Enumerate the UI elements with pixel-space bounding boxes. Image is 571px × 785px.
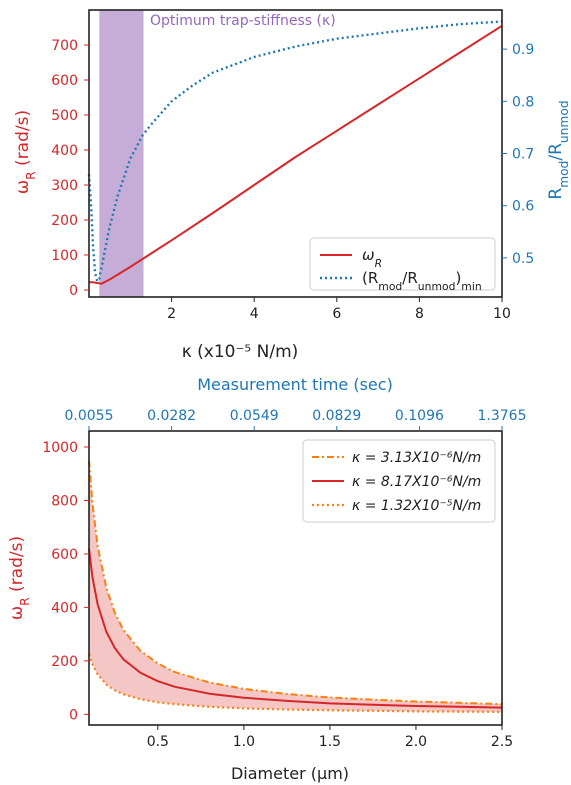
left-y-tick-label: 0 <box>69 283 78 299</box>
left-y-tick-label: 200 <box>51 213 78 229</box>
right-y-tick-label: 0.9 <box>512 42 534 58</box>
right-y-axis-label: Rmod/Runmod <box>546 100 571 199</box>
legend-label-k1: κ = 3.13X10⁻⁶N/m <box>352 450 481 466</box>
series-line-k3 <box>87 653 503 713</box>
left-y-tick-label: 100 <box>51 248 78 264</box>
y-axis-label: ωR (rad/s) <box>7 536 32 620</box>
legend-label-omega: ωR <box>362 246 382 270</box>
x-tick-label: 8 <box>415 306 424 322</box>
x-axis-label: κ (x10⁻⁵ N/m) <box>182 342 299 362</box>
bottom-chart-ticks: 0.5 1.0 1.5 2.0 2.5 0 200 400 600 800 1000 0.0055 0.… <box>42 408 526 750</box>
legend-label-ratio: (Rmod/Runmod)min <box>362 269 482 293</box>
left-y-axis-label: ωR (rad/s) <box>13 110 38 194</box>
x-tick-label: 0.5 <box>147 734 169 750</box>
bottom-chart-lines <box>87 460 503 713</box>
y-tick-label: 0 <box>69 707 78 723</box>
top-x-tick-label: 0.0549 <box>230 408 279 424</box>
shaded-range <box>89 460 502 712</box>
top-chart-ticks: 2 4 6 8 1001002003004005006007000.50.60.70.8… <box>51 38 534 322</box>
top-x-tick-label: 0.0055 <box>65 408 114 424</box>
x-tick-label: 1.5 <box>319 734 341 750</box>
legend-frame <box>302 439 496 523</box>
band-annotation: Optimum trap-stiffness (κ) <box>150 13 336 29</box>
right-y-tick-label: 0.6 <box>512 199 534 215</box>
y-tick-label: 600 <box>51 547 78 563</box>
left-y-tick-label: 300 <box>51 178 78 194</box>
x-tick-label: 10 <box>493 306 511 322</box>
x-tick-label: 4 <box>250 306 259 322</box>
bottom-legend: κ = 3.13X10⁻⁶N/m κ = 8.17X10⁻⁶N/m κ = 1.… <box>302 439 496 523</box>
bottom-chart: 0.5 1.0 1.5 2.0 2.5 0 200 400 600 800 1000 0.0055 0.… <box>7 375 527 783</box>
top-x-tick-label: 0.0282 <box>147 408 196 424</box>
top-chart-lines <box>87 20 503 285</box>
series-line-k1 <box>88 460 503 706</box>
series-line-ratio <box>87 20 503 283</box>
x-tick-label: 1.0 <box>233 734 255 750</box>
top-chart: Optimum trap-stiffness (κ) 2 4 6 8 100100200… <box>13 9 571 362</box>
y-tick-label: 1000 <box>42 440 78 456</box>
left-y-tick-label: 700 <box>51 38 78 54</box>
legend-label-k3: κ = 1.32X10⁻⁵N/m <box>352 498 481 514</box>
top-x-axis-label: Measurement time (sec) <box>197 375 393 394</box>
legend-frame <box>309 237 496 291</box>
top-legend: ωR (Rmod/Runmod)min <box>309 237 496 293</box>
top-x-tick-label: 0.1096 <box>395 408 444 424</box>
y-tick-label: 800 <box>51 493 78 509</box>
x-tick-label: 6 <box>332 306 341 322</box>
series-line-k2 <box>88 548 503 709</box>
plot-frame <box>88 430 503 726</box>
x-tick-label: 2.5 <box>491 734 513 750</box>
x-tick-label: 2 <box>167 306 176 322</box>
top-x-tick-label: 1.3765 <box>478 408 527 424</box>
left-y-tick-label: 600 <box>51 73 78 89</box>
left-y-tick-label: 500 <box>51 108 78 124</box>
right-y-tick-label: 0.7 <box>512 147 534 163</box>
series-line-omega <box>89 24 503 285</box>
x-axis-label: Diameter (μm) <box>231 764 349 783</box>
y-tick-label: 400 <box>51 600 78 616</box>
legend-label-k2: κ = 8.17X10⁻⁶N/m <box>352 474 481 490</box>
y-tick-label: 200 <box>51 654 78 670</box>
left-y-tick-label: 400 <box>51 143 78 159</box>
right-y-tick-label: 0.5 <box>512 251 534 267</box>
right-y-tick-label: 0.8 <box>512 94 534 110</box>
x-tick-label: 2.0 <box>405 734 427 750</box>
band-optimum <box>99 10 144 297</box>
top-x-tick-label: 0.0829 <box>312 408 361 424</box>
